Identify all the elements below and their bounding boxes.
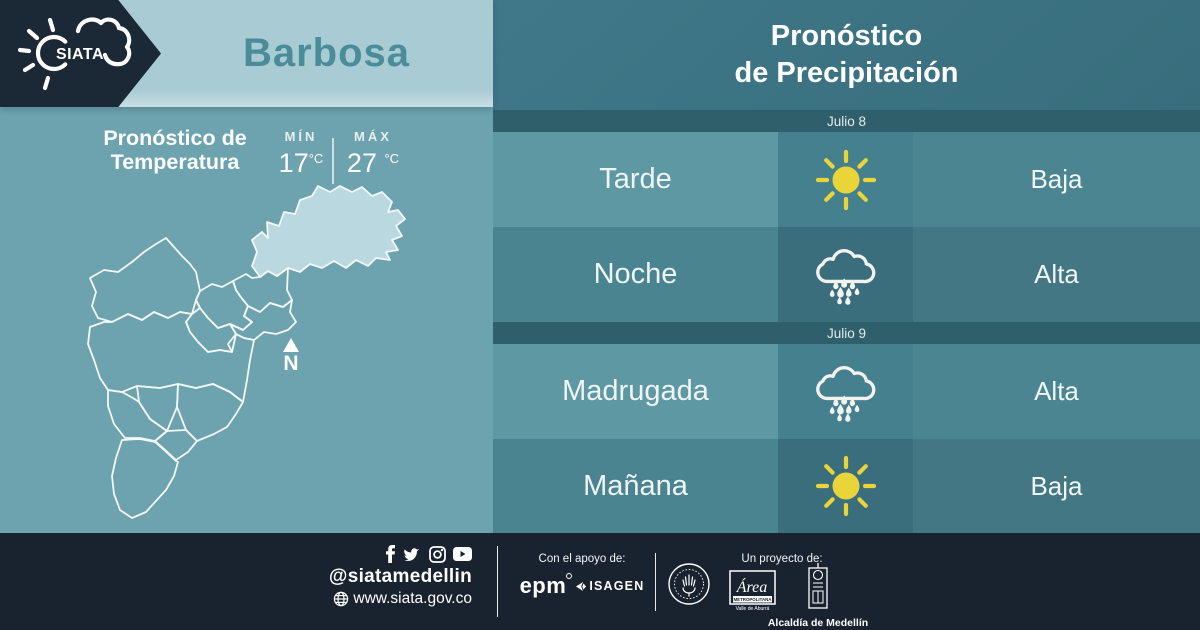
level-value: Alta: [913, 227, 1200, 322]
social-icons-row: [280, 545, 472, 563]
epm-logo: epm: [520, 573, 573, 599]
forecast-row-tarde: Tarde Baja: [493, 132, 1200, 227]
rain-cloud-icon: [815, 365, 875, 422]
sun-icon: [815, 149, 876, 210]
level-value: Alta: [913, 344, 1200, 439]
municipality-barbosa-highlighted: [251, 185, 406, 278]
social-handle: @siatamedellin: [328, 566, 472, 587]
siata-contact-block: @siatamedellin www.siata.gov.co: [280, 545, 472, 608]
support-label: Con el apoyo de:: [538, 553, 626, 565]
page-title: Barbosa: [242, 31, 411, 75]
north-compass-icon: N: [283, 338, 299, 375]
isagen-logo-mark: [576, 581, 587, 591]
date-band-julio-8: Julio 8: [493, 110, 1200, 132]
weather-icon-cell: [778, 439, 913, 533]
compass-label: N: [283, 352, 298, 375]
alcaldia-label: Alcaldía de Medellín: [767, 617, 869, 629]
support-logos: epm ISAGEN: [512, 573, 652, 599]
municipality-shape: [185, 299, 237, 353]
siata-sun-cloud-logo-icon: SIATA: [17, 17, 132, 91]
area-script-text: Área: [736, 577, 768, 596]
area-metropolitana-logo: Área METROPOLITANA Valle de Aburrá: [729, 570, 776, 612]
municipality-shape: [176, 383, 244, 442]
period-label: Madrugada: [493, 344, 778, 439]
forecast-row-manana: Mañana Baja: [493, 439, 1200, 533]
temperature-max: MÁX 27 °C: [344, 129, 402, 179]
municipality-shape: [89, 237, 201, 323]
university-seal-icon: [668, 563, 710, 605]
municipality-shape: [232, 267, 293, 313]
municipality-shape: [87, 311, 255, 403]
municipality-shape: [107, 389, 168, 442]
municipality-shape: [195, 280, 253, 331]
precipitation-title: Pronóstico de Precipitación: [493, 0, 1200, 110]
website-url: www.siata.gov.co: [353, 590, 472, 607]
forecast-row-noche: Noche Alta: [493, 227, 1200, 322]
alcaldia-emblem-icon: [808, 563, 828, 609]
aburra-valley-map: N: [87, 185, 406, 519]
forecast-row-madrugada: Madrugada Al: [493, 344, 1200, 439]
registered-mark: [566, 573, 573, 579]
municipality-shape: [154, 429, 198, 461]
temperature-title: Pronóstico de Temperatura: [103, 126, 247, 175]
facebook-icon: [386, 545, 395, 563]
max-value: 27 °C: [346, 148, 400, 178]
footer-divider: [655, 553, 656, 611]
level-value: Baja: [913, 132, 1200, 227]
weather-icon-cell: [778, 132, 913, 227]
instagram-icon: [429, 545, 446, 563]
municipality-shape: [111, 438, 179, 519]
twitter-icon: [404, 548, 420, 561]
max-label: MÁX: [354, 129, 392, 144]
footer-divider: [497, 546, 498, 617]
project-label: Un proyecto de:: [741, 553, 823, 565]
rain-cloud-icon: [815, 248, 875, 305]
precipitation-panel: Pronóstico de Precipitación Julio 8 Tard…: [493, 0, 1200, 533]
footer: @siatamedellin www.siata.gov.co Con el a…: [0, 533, 1200, 630]
min-value: 17°C: [278, 148, 324, 178]
min-label: MÍN: [284, 129, 318, 144]
period-label: Noche: [493, 227, 778, 322]
level-value: Baja: [913, 439, 1200, 533]
temperature-min: MÍN 17°C: [272, 129, 330, 179]
municipality-shape: [229, 299, 297, 341]
siata-logo-text: SIATA: [56, 46, 104, 63]
area-line2: Valle de Aburrá: [736, 606, 770, 612]
period-label: Mañana: [493, 439, 778, 533]
weather-icon-cell: [778, 227, 913, 322]
date-band-julio-9: Julio 9: [493, 322, 1200, 344]
period-label: Tarde: [493, 132, 778, 227]
minmax-divider: [332, 138, 334, 184]
isagen-logo: ISAGEN: [575, 579, 644, 593]
area-line1: METROPOLITANA: [734, 597, 773, 602]
website-row: www.siata.gov.co: [280, 590, 472, 608]
globe-icon: [334, 591, 349, 607]
weather-icon-cell: [778, 344, 913, 439]
sun-icon: [815, 455, 876, 517]
youtube-icon: [453, 547, 472, 561]
